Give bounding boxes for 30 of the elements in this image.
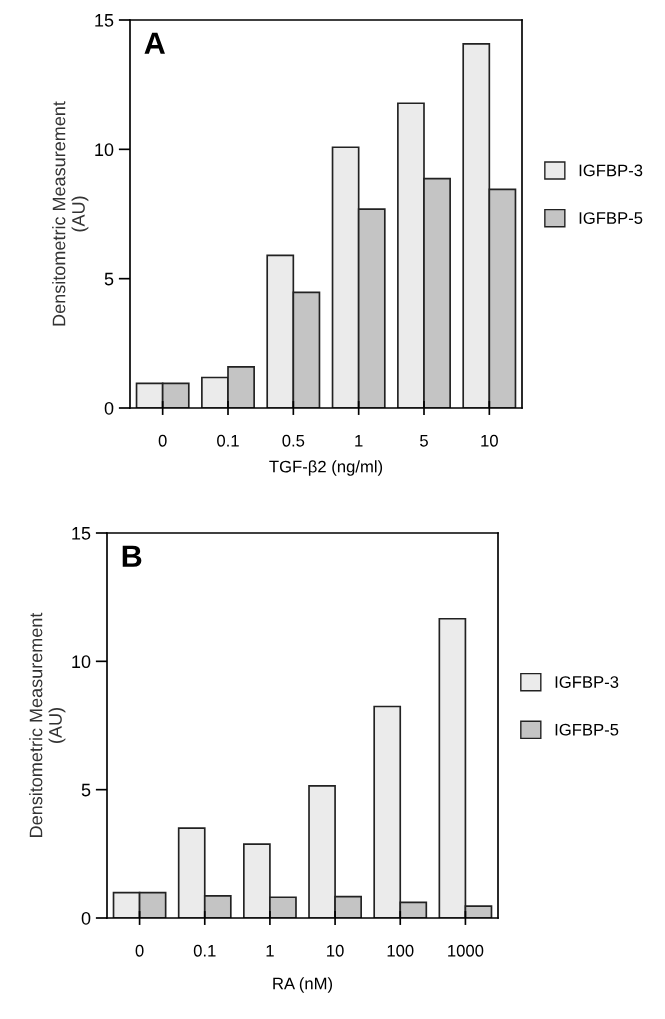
legend-label: IGFBP-5 bbox=[579, 212, 643, 224]
y-tick-label: 5 bbox=[104, 272, 114, 286]
y-tick-label: 0 bbox=[81, 911, 91, 925]
x-tick-label: 0.5 bbox=[282, 434, 305, 447]
x-tick-label: 100 bbox=[387, 944, 414, 957]
y-tick-label: 5 bbox=[81, 783, 91, 797]
y-tick-label: 10 bbox=[72, 655, 91, 669]
x-tick-label: 0.1 bbox=[217, 434, 239, 447]
x-tick-label: 1 bbox=[266, 945, 274, 957]
y-tick-label: 15 bbox=[95, 14, 114, 27]
x-axis-title: RA (nM) bbox=[273, 977, 333, 993]
x-axis-title: TGF-β2 (ng/ml) bbox=[269, 460, 383, 476]
x-tick-label: 1 bbox=[355, 435, 363, 447]
y-tick-label: 15 bbox=[72, 527, 91, 540]
x-tick-label: 0 bbox=[158, 434, 167, 447]
x-tick-label: 0 bbox=[135, 944, 144, 957]
y-tick-label: 10 bbox=[95, 143, 114, 157]
legend-label: IGFBP-3 bbox=[555, 676, 619, 688]
legend-label: IGFBP-5 bbox=[555, 723, 619, 736]
x-tick-label: 5 bbox=[420, 435, 428, 447]
y-tick-label: 0 bbox=[104, 401, 114, 415]
legend-label: IGFBP-3 bbox=[579, 164, 643, 177]
x-tick-label: 10 bbox=[327, 944, 344, 957]
y-axis-title: Densitometric Measurement (AU) bbox=[29, 612, 66, 837]
y-axis-title: Densitometric Measurement (AU) bbox=[52, 101, 89, 326]
annotation: B bbox=[122, 545, 142, 567]
annotation: A bbox=[144, 32, 165, 54]
x-tick-label: 1000 bbox=[448, 944, 484, 957]
x-tick-label: 0.1 bbox=[193, 944, 216, 957]
x-tick-label: 10 bbox=[481, 434, 498, 447]
